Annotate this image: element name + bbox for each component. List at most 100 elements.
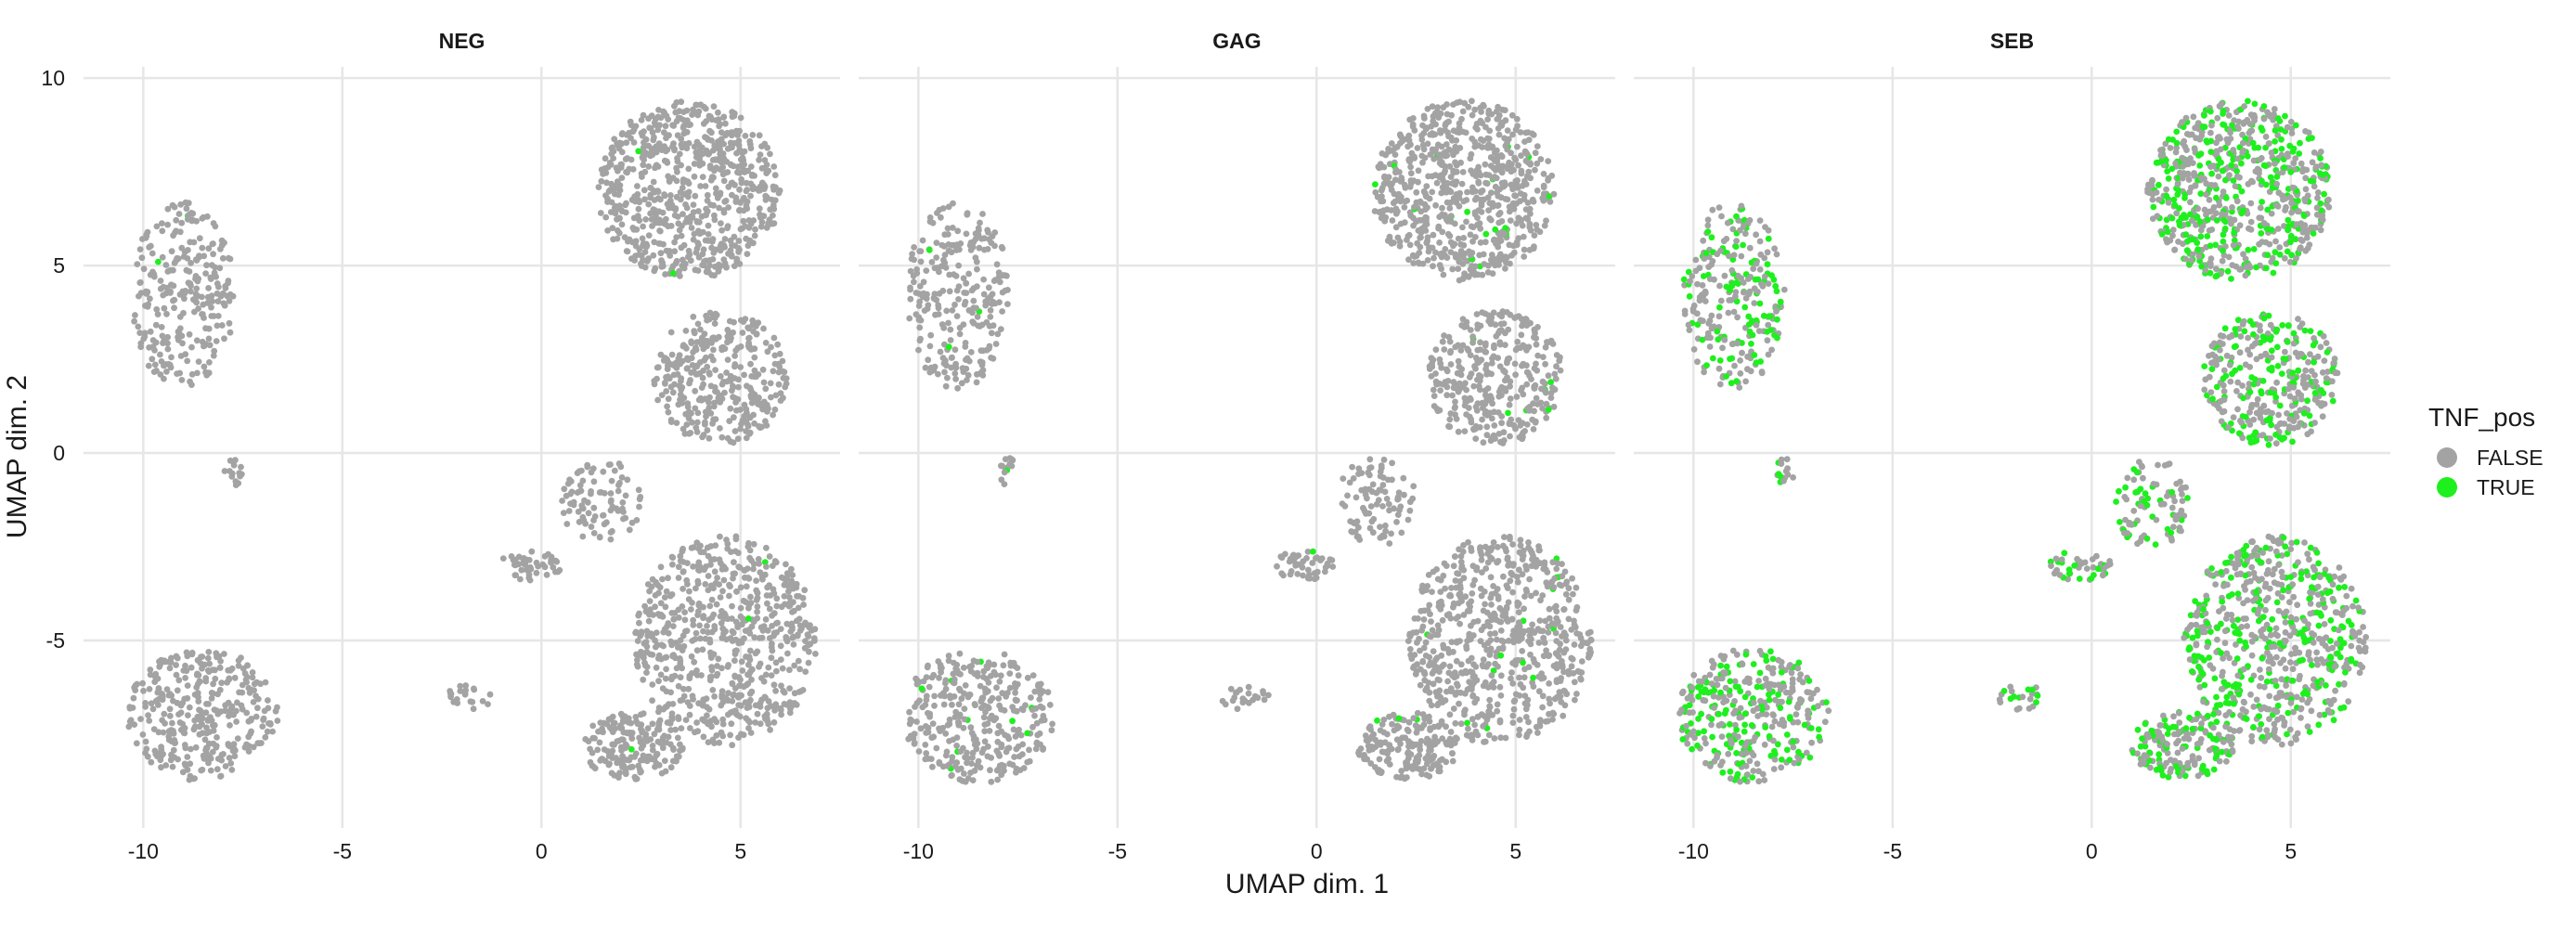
point-false — [628, 735, 636, 742]
point-false — [1504, 146, 1511, 153]
point-false — [274, 704, 280, 711]
point-false — [1562, 590, 1570, 598]
point-false — [968, 730, 976, 736]
point-false — [1478, 627, 1485, 634]
point-false — [743, 418, 750, 425]
point-false — [248, 728, 254, 735]
point-false — [1436, 262, 1443, 269]
point-false — [1420, 188, 1428, 195]
point-true — [1505, 409, 1511, 417]
point-false — [724, 711, 731, 718]
point-false — [1434, 104, 1442, 111]
point-false — [1406, 241, 1414, 249]
point-false — [744, 382, 750, 390]
point-false — [1453, 584, 1460, 591]
point-false — [188, 260, 195, 266]
point-false — [623, 756, 630, 763]
point-false — [654, 126, 662, 134]
point-false — [713, 117, 719, 123]
point-false — [984, 226, 991, 234]
point-false — [1481, 713, 1488, 719]
point-false — [1482, 679, 1489, 686]
point-false — [1024, 758, 1031, 766]
point-false — [1534, 626, 1542, 633]
point-false — [757, 402, 765, 409]
point-false — [1519, 571, 1526, 578]
point-false — [1514, 602, 1521, 609]
point-false — [1444, 645, 1452, 653]
point-false — [1508, 252, 1515, 259]
point-false — [718, 665, 725, 672]
point-false — [943, 307, 951, 315]
point-false — [1443, 368, 1451, 375]
point-false — [1429, 627, 1436, 634]
point-false — [1453, 199, 1460, 206]
point-false — [1521, 605, 1527, 613]
point-false — [1446, 591, 1454, 599]
point-false — [1433, 566, 1440, 573]
point-false — [707, 353, 715, 360]
point-false — [1494, 701, 1501, 708]
point-false — [1407, 170, 1415, 177]
point-false — [683, 129, 691, 136]
point-false — [1415, 259, 1422, 266]
point-false — [671, 381, 678, 388]
point-false — [210, 251, 217, 258]
point-false — [705, 705, 713, 713]
point-false — [218, 322, 226, 329]
point-false — [146, 344, 153, 351]
point-false — [634, 638, 641, 644]
point-false — [1455, 265, 1462, 272]
point-false — [1379, 150, 1386, 157]
point-false — [765, 220, 772, 226]
point-false — [133, 740, 140, 747]
point-false — [614, 178, 621, 186]
point-false — [731, 657, 738, 665]
point-false — [721, 694, 729, 701]
point-false — [632, 238, 640, 245]
point-false — [1000, 662, 1007, 669]
point-false — [688, 653, 695, 660]
point-false — [188, 664, 195, 671]
point-false — [693, 138, 701, 146]
point-false — [1471, 721, 1478, 729]
point-false — [1406, 646, 1414, 653]
point-false — [220, 300, 227, 307]
point-false — [1480, 723, 1486, 730]
point-false — [149, 268, 156, 276]
point-false — [1507, 433, 1513, 440]
point-false — [140, 335, 148, 343]
point-false — [711, 693, 718, 700]
point-false — [660, 628, 667, 636]
point-false — [1540, 653, 1547, 660]
point-false — [769, 612, 775, 619]
point-false — [646, 598, 654, 604]
point-false — [680, 425, 687, 433]
point-false — [1477, 339, 1483, 346]
point-false — [1509, 712, 1517, 719]
point-false — [727, 405, 734, 412]
point-false — [1437, 606, 1444, 613]
point-false — [634, 183, 641, 189]
point-false — [745, 725, 752, 731]
point-false — [996, 278, 1003, 286]
point-false — [1469, 97, 1475, 105]
point-false — [1494, 147, 1500, 154]
point-false — [217, 658, 225, 665]
point-false — [249, 674, 256, 681]
point-false — [1523, 588, 1531, 595]
point-false — [1005, 462, 1013, 469]
point-false — [906, 708, 913, 716]
point-false — [147, 328, 154, 335]
point-false — [1473, 311, 1481, 317]
point-false — [564, 480, 572, 487]
point-false — [742, 316, 749, 322]
point-false — [188, 343, 195, 351]
point-false — [693, 672, 701, 679]
point-false — [602, 155, 609, 162]
point-false — [731, 428, 739, 434]
point-false — [652, 603, 658, 611]
point-false — [1544, 569, 1551, 575]
point-false — [1450, 242, 1456, 250]
point-false — [668, 710, 676, 718]
